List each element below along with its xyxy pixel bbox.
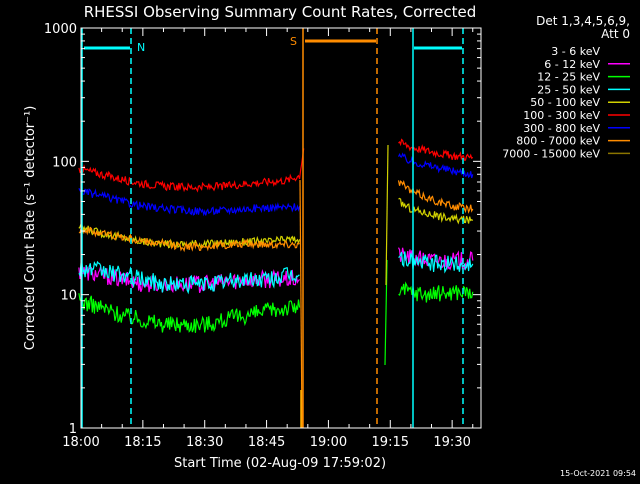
chart-title: RHESSI Observing Summary Count Rates, Co… xyxy=(84,3,477,21)
series-line-7-seg-2 xyxy=(397,152,474,179)
x-tick-label: 18:30 xyxy=(186,435,223,450)
x-tick-label: 18:15 xyxy=(124,435,161,450)
legend-label: 25 - 50 keV xyxy=(537,83,600,96)
series-line-1-seg-2 xyxy=(397,258,474,286)
series-line-1-seg-1 xyxy=(78,285,301,326)
series-line-8-seg-1 xyxy=(78,226,300,253)
saa-egress-trace-yellow xyxy=(385,144,389,286)
legend-header-line-2: Att 0 xyxy=(601,27,630,41)
y-tick-label: 100 xyxy=(52,155,77,170)
y-tick-label: 1 xyxy=(69,422,77,437)
series-line-6-seg-2 xyxy=(398,138,474,161)
x-tick-label: 19:15 xyxy=(372,435,409,450)
night-label: N xyxy=(137,41,145,54)
series-line-7-seg-1 xyxy=(78,188,301,217)
series-line-3-seg-2 xyxy=(398,281,474,303)
plot-frame xyxy=(80,27,482,429)
x-tick-label: 18:00 xyxy=(62,435,99,450)
series-line-6-seg-1 xyxy=(78,148,305,193)
series-line-5-seg-2 xyxy=(398,197,474,225)
saa-ingress-trace xyxy=(299,179,303,429)
series-line-4-seg-1 xyxy=(78,260,300,295)
legend-label: 12 - 25 keV xyxy=(537,71,600,84)
legend-label: 800 - 7000 keV xyxy=(516,135,600,148)
y-tick-label: 10 xyxy=(60,289,77,304)
legend-label: 7000 - 15000 keV xyxy=(502,147,600,160)
legend-label: 50 - 100 keV xyxy=(530,96,600,109)
series-layer xyxy=(78,138,474,333)
series-line-4-seg-2 xyxy=(398,251,474,274)
legend-label: 300 - 800 keV xyxy=(523,122,600,135)
y-axis-title: Corrected Count Rate (s⁻¹ detector⁻¹) xyxy=(23,106,38,351)
x-tick-label: 19:00 xyxy=(310,435,347,450)
axes-layer: 18:00 18:15 18:30 18:45 19:00 19:15 19:30 1 10 10… xyxy=(44,22,482,450)
legend-header-line-1: Det 1,3,4,5,6,9, xyxy=(536,14,630,28)
y-tick-label: 1000 xyxy=(44,22,77,37)
timestamp: 15-Oct-2021 09:54 xyxy=(560,469,636,478)
legend-label: 100 - 300 keV xyxy=(523,109,600,122)
x-tick-label: 19:30 xyxy=(433,435,470,450)
series-line-8-seg-2 xyxy=(397,180,474,214)
x-tick-label: 18:45 xyxy=(248,435,285,450)
legend-label: 6 - 12 keV xyxy=(544,58,600,71)
legend-label: 3 - 6 keV xyxy=(551,45,600,58)
x-axis-title: Start Time (02-Aug-09 17:59:02) xyxy=(174,456,386,471)
series-line-3-seg-1 xyxy=(78,293,301,333)
saa-label: S xyxy=(290,35,297,48)
